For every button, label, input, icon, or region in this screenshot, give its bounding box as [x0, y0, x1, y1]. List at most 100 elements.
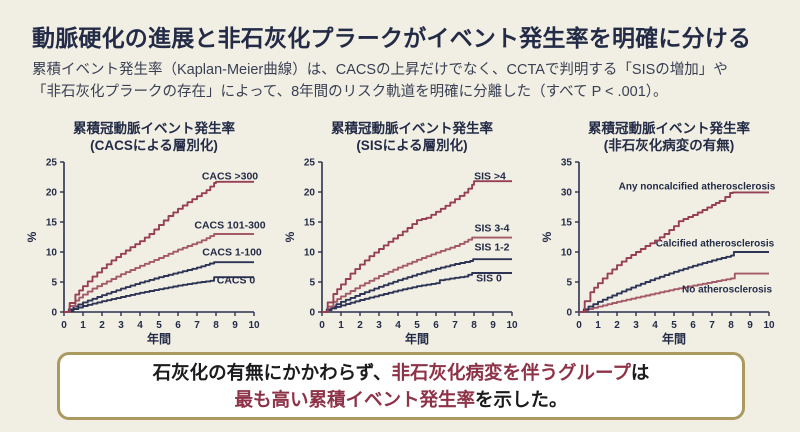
chart-sis: 累積冠動脈イベント発生率 (SISによる層別化) 0 5 10 15 20 25 0 1 2 3 4…: [284, 120, 540, 356]
series-label: CACS 1-100: [202, 247, 262, 259]
y-tick-label: 0: [51, 308, 57, 319]
x-tick-label: 1: [80, 320, 86, 331]
series-label: Any noncalcified atherosclerosis: [619, 182, 776, 193]
y-axis-label: %: [541, 231, 554, 242]
y-axis-label: %: [26, 231, 39, 242]
x-tick-label: 3: [118, 320, 124, 331]
x-tick-label: 4: [137, 320, 143, 331]
x-tick-label: 10: [763, 320, 775, 331]
x-tick-label: 4: [652, 320, 658, 331]
chart-noncalcified-title: 累積冠動脈イベント発生率 (非石灰化病変の有無): [541, 120, 797, 154]
x-tick-label: 5: [156, 320, 162, 331]
chart-noncalcified-title-line2: (非石灰化病変の有無): [603, 138, 735, 153]
x-tick-label: 0: [61, 320, 67, 331]
x-tick-label: 9: [232, 320, 238, 331]
series-label: SIS 3-4: [474, 223, 509, 235]
x-tick-label: 6: [690, 320, 696, 331]
page-title: 動脈硬化の進展と非石灰化プラークがイベント発生率を明確に分ける: [32, 25, 752, 51]
x-tick-label: 5: [671, 320, 677, 331]
conclusion-line1-red: 非石灰化病変を伴うグループ: [391, 362, 631, 383]
km-chart-svg: 0 5 10 15 20 25 0 1 2 3 4 5 6 7 8 9 10 年間% SIS 0 SIS 1-2 SIS…: [284, 158, 518, 347]
chart-sis-title: 累積冠動脈イベント発生率 (SISによる層別化): [284, 120, 540, 154]
series-curve: [64, 276, 254, 313]
x-tick-label: 3: [633, 320, 639, 331]
y-axis-label: %: [284, 231, 297, 242]
x-axis-label: 年間: [405, 331, 429, 346]
conclusion-line2-black: を示した。: [475, 389, 568, 410]
y-tick-label: 10: [46, 248, 58, 259]
y-tick-label: 0: [566, 308, 572, 319]
series-curve: [579, 191, 769, 313]
x-tick-label: 7: [709, 320, 715, 331]
y-tick-label: 10: [304, 248, 316, 259]
series-curve: [64, 180, 254, 313]
series-label: SIS 1-2: [474, 242, 509, 254]
y-tick-label: 0: [309, 308, 315, 319]
x-axis-label: 年間: [662, 331, 686, 346]
y-tick-label: 5: [566, 278, 572, 289]
series-curve: [64, 261, 254, 313]
x-tick-label: 6: [433, 320, 439, 331]
series-label: CACS 0: [217, 275, 256, 287]
series-label: Calcified atherosclerosis: [656, 239, 775, 250]
chart-cacs-title-line2: (CACSによる層別化): [90, 138, 218, 153]
y-tick-label: 25: [304, 158, 316, 169]
chart-noncalcified: 累積冠動脈イベント発生率 (非石灰化病変の有無) 0 5 10 15 30 35 0 1 2 3 4…: [541, 120, 797, 356]
conclusion-line2-red: 最も高い累積イベント発生率: [234, 389, 475, 410]
chart-cacs-title-line1: 累積冠動脈イベント発生率: [73, 121, 235, 136]
series-curve: [322, 236, 512, 313]
series-curve: [322, 180, 512, 313]
x-tick-label: 2: [357, 320, 363, 331]
x-tick-label: 10: [506, 320, 518, 331]
y-tick-label: 25: [46, 158, 58, 169]
series-curve: [64, 233, 254, 313]
series-curve: [322, 272, 512, 313]
x-tick-label: 4: [395, 320, 401, 331]
series-label: SIS >4: [474, 171, 506, 183]
conclusion-line1-black: 石灰化の有無にかかわらず、: [152, 362, 392, 383]
x-tick-label: 2: [99, 320, 105, 331]
series-label: CACS 101-300: [194, 220, 265, 232]
y-tick-label: 15: [46, 218, 58, 229]
y-tick-label: 5: [51, 278, 57, 289]
series-curve: [322, 258, 512, 313]
series-label: SIS 0: [476, 273, 502, 285]
x-tick-label: 8: [471, 320, 477, 331]
page-subtitle: 累積イベント発生率（Kaplan-Meier曲線）は、CACSの上昇だけでなく、…: [32, 59, 772, 103]
x-tick-label: 0: [576, 320, 582, 331]
page-subtitle-line2: 「非石灰化プラークの存在」によって、8年間のリスク軌道を明確に分離した（すべて …: [32, 84, 668, 100]
x-tick-label: 0: [319, 320, 325, 331]
conclusion-line1: 石灰化の有無にかかわらず、非石灰化病変を伴うグループは: [153, 359, 650, 386]
x-tick-label: 6: [175, 320, 181, 331]
km-chart-svg: 0 5 10 15 20 25 0 1 2 3 4 5 6 7 8 9 10 年間% CACS 0 CACS 1-10…: [26, 158, 266, 347]
x-tick-label: 3: [376, 320, 382, 331]
x-tick-label: 2: [614, 320, 620, 331]
series-curve: [579, 251, 769, 313]
series-label: No atherosclerosis: [682, 285, 772, 296]
y-tick-label: 35: [561, 158, 573, 169]
y-tick-label: 30: [561, 188, 573, 199]
x-tick-label: 1: [338, 320, 344, 331]
x-tick-label: 8: [728, 320, 734, 331]
y-tick-label: 15: [304, 218, 316, 229]
chart-sis-title-line2: (SISによる層別化): [356, 138, 468, 153]
chart-cacs: 累積冠動脈イベント発生率 (CACSによる層別化) 0 5 10 15 20 25 0 1 2 3…: [26, 120, 282, 356]
chart-cacs-plot: 0 5 10 15 20 25 0 1 2 3 4 5 6 7 8 9 10 年間% CACS 0 CACS 1-10…: [26, 154, 282, 350]
x-tick-label: 9: [747, 320, 753, 331]
chart-sis-title-line1: 累積冠動脈イベント発生率: [331, 121, 493, 136]
km-chart-svg: 0 5 10 15 30 35 0 1 2 3 4 5 6 7 8 9 10 年間% No atherosclero…: [541, 158, 776, 347]
x-tick-label: 7: [452, 320, 458, 331]
y-tick-label: 20: [46, 188, 58, 199]
y-tick-label: 10: [561, 248, 573, 259]
chart-sis-plot: 0 5 10 15 20 25 0 1 2 3 4 5 6 7 8 9 10 年間% SIS 0 SIS 1-2 SIS…: [284, 154, 540, 350]
conclusion-line1-black2: は: [630, 362, 650, 383]
series-curve: [579, 272, 769, 313]
x-tick-label: 10: [248, 320, 260, 331]
x-tick-label: 8: [213, 320, 219, 331]
series-label: CACS >300: [202, 171, 258, 183]
page-subtitle-line1: 累積イベント発生率（Kaplan-Meier曲線）は、CACSの上昇だけでなく、…: [32, 62, 728, 78]
y-tick-label: 15: [561, 218, 573, 229]
conclusion-banner: 石灰化の有無にかかわらず、非石灰化病変を伴うグループは 最も高い累積イベント発生…: [57, 352, 745, 420]
chart-noncalcified-plot: 0 5 10 15 30 35 0 1 2 3 4 5 6 7 8 9 10 年間% No atherosclero…: [541, 154, 797, 350]
